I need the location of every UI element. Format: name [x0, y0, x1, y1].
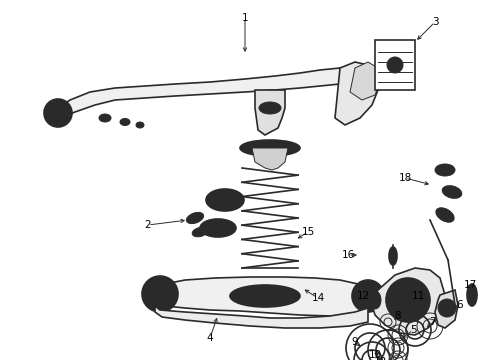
Ellipse shape — [99, 114, 111, 122]
Text: 15: 15 — [301, 227, 315, 237]
Circle shape — [142, 276, 178, 312]
Ellipse shape — [440, 211, 450, 219]
Text: 4: 4 — [207, 333, 213, 343]
Polygon shape — [155, 277, 368, 316]
Ellipse shape — [259, 102, 281, 114]
Circle shape — [387, 57, 403, 73]
Text: 16: 16 — [342, 250, 355, 260]
Ellipse shape — [446, 188, 458, 196]
Ellipse shape — [258, 144, 283, 152]
Text: 17: 17 — [464, 280, 477, 290]
Circle shape — [44, 99, 72, 127]
Text: 14: 14 — [311, 293, 325, 303]
Text: 12: 12 — [356, 291, 369, 301]
Ellipse shape — [369, 291, 381, 309]
Text: 10: 10 — [368, 350, 382, 360]
Ellipse shape — [186, 212, 204, 224]
Ellipse shape — [436, 208, 454, 222]
Ellipse shape — [200, 219, 236, 237]
Text: 1: 1 — [242, 13, 248, 23]
Polygon shape — [372, 268, 445, 335]
Text: 9: 9 — [352, 337, 358, 347]
Text: 6: 6 — [457, 300, 464, 310]
Polygon shape — [375, 40, 415, 90]
Text: 18: 18 — [398, 173, 412, 183]
Text: 5: 5 — [410, 325, 416, 335]
Ellipse shape — [206, 222, 230, 234]
Circle shape — [352, 280, 384, 312]
Ellipse shape — [120, 118, 130, 126]
Text: 8: 8 — [394, 311, 401, 321]
Ellipse shape — [240, 140, 300, 156]
Circle shape — [150, 284, 170, 304]
Polygon shape — [435, 290, 458, 328]
Polygon shape — [252, 148, 288, 170]
Text: 2: 2 — [145, 220, 151, 230]
Ellipse shape — [238, 288, 293, 303]
Ellipse shape — [206, 189, 244, 211]
Polygon shape — [255, 90, 285, 135]
Ellipse shape — [230, 285, 300, 307]
Polygon shape — [350, 62, 380, 100]
Ellipse shape — [435, 164, 455, 176]
Ellipse shape — [467, 284, 477, 306]
Circle shape — [394, 286, 422, 314]
Ellipse shape — [192, 227, 208, 237]
Ellipse shape — [136, 122, 144, 128]
Polygon shape — [155, 306, 368, 328]
Ellipse shape — [249, 143, 291, 153]
Circle shape — [51, 106, 65, 120]
Text: 13: 13 — [373, 357, 387, 360]
Ellipse shape — [401, 298, 419, 322]
Text: 3: 3 — [432, 17, 439, 27]
Ellipse shape — [439, 166, 451, 174]
Circle shape — [438, 299, 456, 317]
Circle shape — [359, 287, 377, 305]
Ellipse shape — [389, 247, 397, 265]
Polygon shape — [55, 67, 375, 120]
Text: 7: 7 — [429, 317, 435, 327]
Ellipse shape — [212, 193, 238, 207]
Ellipse shape — [442, 186, 462, 198]
Text: 11: 11 — [412, 291, 425, 301]
Polygon shape — [335, 62, 378, 125]
Circle shape — [386, 278, 430, 322]
